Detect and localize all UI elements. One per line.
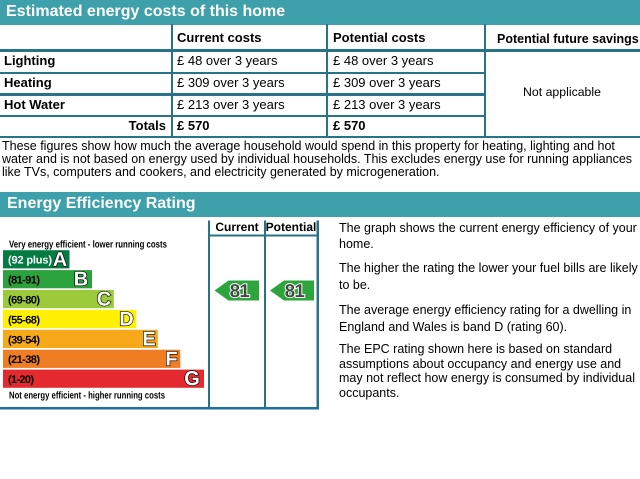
svg-text:E: E [142,328,155,350]
svg-text:(1-20): (1-20) [8,374,34,386]
svg-text:(21-38): (21-38) [8,354,40,366]
svg-text:Current: Current [215,220,258,234]
svg-text:Potential: Potential [266,220,317,234]
svg-text:Very energy efficient - lower: Very energy efficient - lower running co… [9,239,167,250]
svg-text:D: D [119,309,133,331]
svg-text:(55-68): (55-68) [8,314,40,326]
svg-text:(92 plus): (92 plus) [8,255,52,267]
svg-text:C: C [97,289,111,311]
svg-text:(39-54): (39-54) [8,334,40,346]
svg-text:B: B [74,269,88,291]
svg-text:G: G [184,368,200,390]
svg-text:A: A [53,249,67,271]
svg-text:81: 81 [230,280,250,301]
svg-text:F: F [165,348,177,370]
svg-text:(81-91): (81-91) [8,275,40,287]
svg-text:81: 81 [285,280,305,301]
svg-text:Not energy efficient - higher: Not energy efficient - higher running co… [9,391,165,402]
svg-text:(69-80): (69-80) [8,295,40,307]
